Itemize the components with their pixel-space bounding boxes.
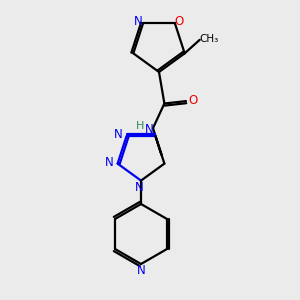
Text: O: O bbox=[175, 15, 184, 28]
Text: O: O bbox=[188, 94, 197, 107]
Text: N: N bbox=[145, 123, 154, 136]
Text: N: N bbox=[105, 156, 114, 169]
Text: H: H bbox=[136, 121, 145, 131]
Text: CH₃: CH₃ bbox=[200, 34, 219, 44]
Text: N: N bbox=[114, 128, 122, 141]
Text: N: N bbox=[135, 181, 144, 194]
Text: N: N bbox=[136, 264, 146, 277]
Text: N: N bbox=[134, 15, 143, 28]
